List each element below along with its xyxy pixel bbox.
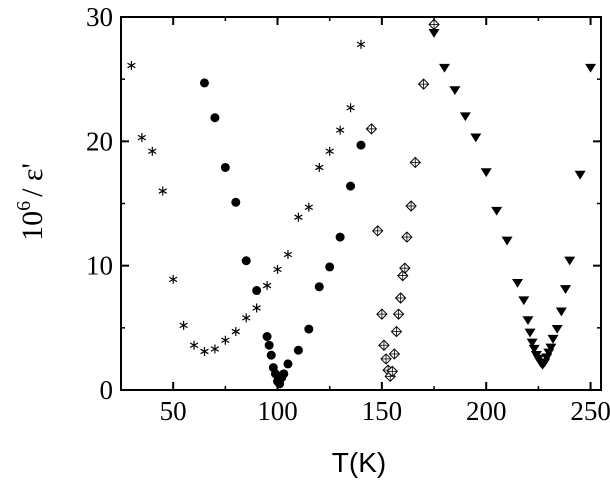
data-point-asterisk	[148, 146, 157, 156]
data-point-diamond	[417, 78, 430, 90]
x-tick-label: 50	[160, 396, 187, 426]
y-axis-label-exponent: 6	[13, 201, 35, 211]
data-point-triangle	[459, 112, 471, 122]
x-axis-label: T(K)	[332, 447, 386, 478]
data-point-circle	[335, 232, 345, 242]
y-axis: 0 10 20 30	[86, 2, 601, 405]
data-point-triangle	[528, 344, 540, 354]
y-axis-label-base: 10	[16, 211, 49, 241]
y-tick-label: 0	[100, 375, 114, 405]
data-point-asterisk	[168, 274, 178, 284]
data-point-triangle	[560, 285, 572, 294]
data-point-circle	[356, 140, 366, 150]
data-point-triangle	[547, 334, 559, 344]
data-point-asterisk	[242, 313, 251, 323]
data-point-triangle	[449, 86, 461, 96]
data-point-asterisk	[262, 281, 272, 291]
data-point-circle	[220, 162, 230, 172]
y-tick-label: 30	[86, 2, 113, 32]
data-point-asterisk	[179, 320, 188, 330]
data-point-triangle	[545, 343, 557, 353]
data-point-asterisk	[189, 340, 199, 350]
data-point-circle	[264, 340, 274, 350]
x-tick-label: 150	[362, 396, 403, 426]
data-point-asterisk	[200, 346, 209, 356]
data-point-diamond	[399, 262, 411, 274]
data-point-asterisk	[158, 186, 167, 196]
data-point-circle	[210, 113, 220, 123]
data-point-circle	[346, 181, 356, 191]
data-point-asterisk	[283, 249, 293, 259]
data-point-diamond	[380, 353, 392, 365]
data-point-triangle	[501, 236, 513, 246]
data-point-asterisk	[210, 344, 220, 354]
data-point-diamond	[392, 308, 405, 320]
data-point-triangle	[470, 133, 482, 143]
data-points	[127, 18, 597, 389]
data-point-asterisk	[304, 202, 314, 212]
data-point-asterisk	[315, 162, 324, 172]
data-point-asterisk	[346, 103, 355, 113]
data-point-triangle	[585, 63, 597, 73]
data-point-diamond	[394, 292, 407, 304]
data-point-triangle	[428, 29, 440, 38]
data-point-triangle	[438, 63, 450, 73]
x-tick-label: 200	[466, 396, 507, 426]
y-axis-label-rest: / ε'	[16, 163, 49, 197]
data-point-circle	[314, 282, 324, 292]
data-point-diamond	[409, 156, 421, 169]
x-axis: 50 100 150 200 250	[120, 17, 610, 426]
data-point-asterisk	[231, 327, 240, 337]
data-point-diamond	[386, 365, 399, 378]
data-point-triangle	[555, 307, 567, 317]
data-point-asterisk	[252, 303, 261, 313]
data-point-circle	[279, 369, 289, 379]
data-point-circle	[266, 350, 276, 360]
data-point-diamond	[401, 231, 413, 243]
x-tick-label: 250	[570, 396, 610, 426]
data-point-circle	[231, 197, 241, 207]
y-tick-label: 10	[86, 251, 113, 281]
data-point-diamond	[365, 123, 378, 135]
data-point-asterisk	[273, 264, 282, 274]
data-point-asterisk	[335, 125, 345, 135]
data-point-diamond	[405, 200, 417, 212]
data-point-diamond	[390, 325, 403, 338]
data-point-triangle	[564, 256, 576, 266]
data-point-diamond	[388, 348, 401, 360]
data-point-asterisk	[127, 60, 136, 70]
data-point-triangle	[551, 324, 563, 334]
data-point-asterisk	[356, 39, 366, 49]
data-point-triangle	[526, 338, 538, 348]
data-point-circle	[252, 286, 262, 296]
data-point-circle	[241, 256, 251, 266]
data-point-circle	[293, 345, 303, 355]
data-point-triangle	[480, 168, 492, 178]
data-point-asterisk	[137, 133, 147, 143]
data-point-diamond	[371, 225, 384, 237]
data-point-triangle	[574, 170, 586, 180]
data-point-circle	[283, 359, 293, 369]
data-point-diamond	[378, 339, 390, 351]
y-tick-label: 20	[86, 126, 113, 156]
data-point-circle	[325, 262, 335, 272]
data-point-circle	[199, 78, 209, 88]
data-point-diamond	[376, 308, 388, 320]
data-point-triangle	[491, 206, 503, 216]
data-point-asterisk	[294, 212, 303, 222]
data-point-circle	[304, 324, 314, 334]
data-point-triangle	[524, 328, 536, 338]
data-point-triangle	[512, 278, 524, 288]
y-axis-label: 106 / ε'	[13, 163, 49, 241]
data-point-asterisk	[221, 335, 230, 345]
x-tick-label: 100	[257, 396, 298, 426]
data-point-diamond	[428, 18, 440, 31]
data-point-circle	[262, 332, 272, 342]
data-point-triangle	[518, 296, 530, 306]
data-point-triangle	[522, 316, 534, 326]
data-point-asterisk	[325, 146, 334, 156]
